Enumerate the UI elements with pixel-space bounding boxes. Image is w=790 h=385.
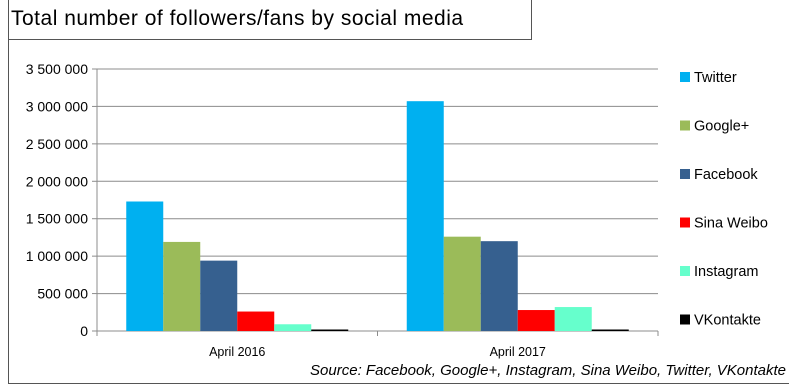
- chart-frame: [8, 0, 789, 384]
- x-category-label: April 2017: [490, 345, 546, 359]
- y-tick-label: 3 500 000: [26, 61, 88, 77]
- bar: [406, 101, 444, 331]
- bar: [517, 310, 555, 331]
- x-category-label: April 2016: [209, 345, 265, 359]
- bar: [274, 324, 312, 331]
- legend-swatch: [680, 120, 690, 131]
- y-tick-label: 3 000 000: [26, 98, 88, 114]
- bar: [443, 236, 481, 331]
- legend-swatch: [680, 169, 690, 179]
- bar: [237, 311, 275, 331]
- legend-label: Sina Weibo: [694, 216, 768, 232]
- y-tick-label: 2 500 000: [26, 136, 88, 152]
- source-note: Source: Facebook, Google+, Instagram, Si…: [310, 362, 786, 379]
- bar: [200, 260, 238, 331]
- chart-title: Total number of followers/fans by social…: [11, 7, 464, 30]
- legend-label: Google+: [694, 119, 749, 135]
- y-tick-label: 1 000 000: [26, 248, 88, 264]
- y-tick-label: 2 000 000: [26, 173, 88, 189]
- legend-label: Instagram: [694, 264, 758, 280]
- bar: [480, 241, 518, 331]
- legend-label: Twitter: [694, 70, 737, 86]
- y-tick-label: 500 000: [37, 286, 88, 302]
- legend-swatch: [680, 314, 690, 325]
- legend-label: Facebook: [694, 167, 758, 183]
- bar: [126, 201, 164, 331]
- y-tick-label: 1 500 000: [26, 211, 88, 227]
- legend-swatch: [680, 72, 690, 82]
- bar: [554, 307, 592, 331]
- legend-swatch: [680, 266, 690, 276]
- legend-swatch: [680, 217, 690, 228]
- title-box: [8, 0, 532, 40]
- y-tick-label: 0: [80, 323, 88, 339]
- bar: [311, 329, 349, 331]
- bar: [163, 241, 201, 331]
- legend-label: VKontakte: [694, 313, 761, 329]
- bar: [591, 329, 629, 331]
